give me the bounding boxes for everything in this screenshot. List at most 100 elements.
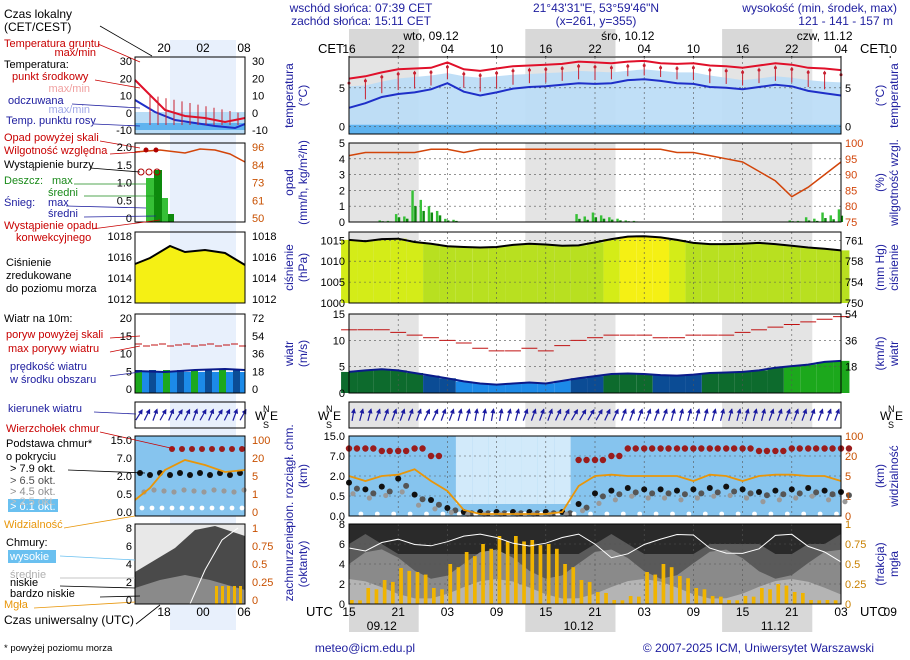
cloud-top-marker (796, 445, 803, 452)
legend-cloud-base-marker (219, 505, 225, 511)
cet-tick-label: 22 (785, 42, 799, 56)
legend-left-tick: 20 (120, 73, 132, 85)
wind-speed-fill (652, 375, 670, 393)
wind-arrow (391, 408, 398, 421)
right-tick-label: 1 (845, 519, 851, 531)
cloud-top-marker (723, 445, 730, 452)
rain-max-bar (583, 216, 586, 222)
cloud-top-marker (370, 445, 377, 452)
cloud-layer-area (349, 579, 841, 604)
cloud-cover-line (348, 533, 842, 563)
fog-bar (751, 596, 756, 604)
day-label-bottom: 11.12 (761, 619, 790, 633)
cloud-top-marker (583, 456, 590, 464)
legend-cloud-top-marker (189, 446, 195, 452)
pressure-line (348, 235, 842, 252)
legend-leader-line (109, 345, 141, 353)
cloud-base-marker (694, 495, 700, 501)
legend-leader-line (99, 140, 141, 149)
axis-unit-right: (km) (873, 464, 887, 488)
fog-bar (546, 544, 551, 604)
temp-point (593, 65, 597, 69)
left-tick-label: 1010 (321, 256, 345, 268)
pressure-fill (669, 239, 686, 303)
legend-convective: konwekcyjnego (16, 232, 91, 244)
cloud-base-marker (419, 496, 426, 503)
fog-bar (645, 572, 649, 604)
panel-frame-winddir (348, 401, 842, 429)
legend-right-tick: 0 (252, 507, 258, 519)
footer-email[interactable]: meteo@icm.edu.pl (315, 641, 415, 655)
legend-right-tick: 73 (252, 178, 264, 190)
legend-leader-line (33, 601, 136, 609)
cloud-base-marker (776, 497, 782, 503)
legend-octas-0: > 7.9 okt. (10, 463, 56, 475)
wind-speed-fill (554, 380, 571, 393)
wind-arrow-head (482, 408, 488, 414)
wind-arrow-head (605, 408, 611, 415)
cloud-base-marker (632, 489, 639, 496)
fog-bar (768, 589, 772, 604)
wind-speed-fill (390, 370, 407, 393)
compass-n-right: N (888, 404, 895, 414)
legend-leader-line (99, 595, 141, 598)
cloud-top-marker (648, 445, 656, 452)
legend-leader-line (109, 371, 141, 377)
fog-bar (678, 576, 682, 604)
cloud-top-marker (616, 452, 623, 460)
cet-tick-label: 10 (884, 42, 898, 56)
rain-mean-bar (430, 212, 434, 222)
cloud-top-marker (755, 447, 763, 455)
fog-bar (694, 588, 699, 604)
legend-cloud-high-box (8, 550, 56, 563)
legend-storm-marker (145, 168, 153, 176)
legend-panel-frame (134, 231, 246, 304)
fog-bar (448, 564, 453, 604)
axis-unit-right: (°C) (873, 85, 887, 106)
legend-rain-max-2 (162, 198, 168, 222)
wind-arrow-head (359, 408, 365, 414)
cloud-base-marker (641, 486, 648, 493)
axis-label-left: opad (282, 169, 296, 196)
pressure-fill (357, 241, 374, 303)
rain-max-bar (829, 215, 832, 222)
pressure-fill (554, 245, 571, 303)
humidity-line (348, 148, 842, 198)
legend-precip-over-marker (153, 147, 159, 153)
legend-left-tick: 1014 (108, 273, 132, 285)
pressure-fill (603, 239, 620, 303)
fog-bar (538, 545, 543, 604)
rain-max-bar (813, 218, 816, 222)
right-tick-label: 20 (845, 451, 857, 463)
cloud-base-marker (649, 490, 656, 497)
rain-mean-bar (422, 210, 425, 222)
cloud-base-marker (350, 491, 356, 497)
wind-arrow-head (646, 408, 652, 414)
right-tick-label: 75 (845, 217, 857, 229)
pressure-fill (455, 247, 473, 303)
cloud-top-marker (657, 445, 664, 452)
right-tick-label: 754 (845, 277, 863, 289)
cloud-base-marker (624, 485, 631, 491)
pressure-fill (783, 245, 801, 303)
legend-fog-bar (233, 586, 236, 604)
cloud-base-marker (608, 487, 615, 494)
cloud-base-marker (690, 486, 697, 493)
wind-arrow-head (473, 408, 479, 414)
rain-max-bar (591, 212, 595, 222)
temp-point (741, 70, 745, 74)
legend-wind-arrow (183, 408, 191, 421)
wind-arrow (711, 408, 717, 421)
compass-w: W (318, 409, 330, 423)
cloud-base-marker (681, 491, 688, 498)
wind-arrow-head (835, 408, 840, 414)
axis-unit-left: (hPa) (296, 253, 310, 282)
cloud-top-marker (829, 445, 836, 452)
cloud-base-marker (813, 489, 820, 496)
rain-max-bar (403, 216, 406, 222)
clear-sky-column (472, 436, 489, 504)
legend-cloud-base-marker (147, 472, 153, 478)
legend-panel-frame (134, 523, 246, 605)
rain-mean-bar (602, 218, 606, 222)
legend-leader-line (99, 431, 176, 450)
